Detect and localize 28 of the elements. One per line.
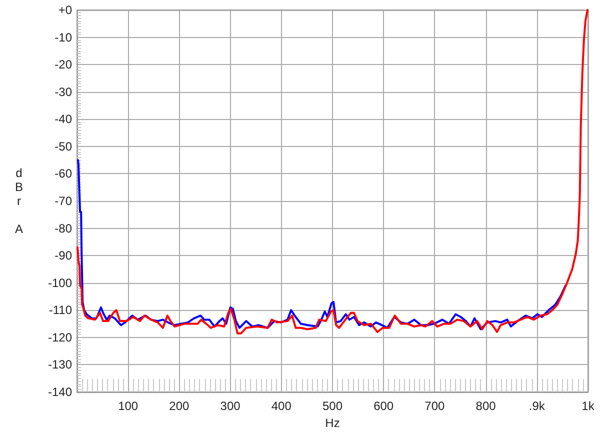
y-tick-label: -140 (48, 385, 72, 399)
y-tick-label: -110 (48, 303, 72, 318)
x-tick-label: 800 (476, 399, 496, 413)
x-tick-label: 100 (118, 399, 138, 413)
y-tick-label: -30 (54, 84, 72, 99)
y-tick-label: -130 (48, 358, 72, 372)
y-tick-label: -20 (54, 58, 72, 72)
y-tick-label: -80 (54, 221, 72, 236)
x-tick-label: .9k (528, 399, 546, 413)
x-axis-title: Hz (325, 416, 340, 430)
x-tick-label: 600 (374, 399, 394, 413)
y-tick-label: -40 (54, 112, 72, 126)
y-tick-label: -50 (54, 139, 72, 154)
x-tick-label: 400 (271, 399, 292, 413)
x-tick-label: 700 (424, 399, 446, 413)
y-axis-title: dBr A (14, 166, 24, 236)
y-tick-label: +0 (58, 3, 72, 17)
y-tick-label: -120 (48, 330, 72, 344)
y-tick-label: -70 (54, 194, 72, 208)
x-tick-label: 1k (582, 399, 596, 413)
x-tick-label: 300 (220, 399, 241, 413)
y-tick-label: -10 (54, 30, 72, 44)
x-tick-label: 500 (322, 399, 343, 413)
y-tick-label: -60 (54, 166, 72, 181)
y-tick-label: -100 (48, 276, 72, 290)
x-tick-label: 200 (169, 399, 190, 413)
line-series (77, 159, 567, 330)
y-tick-label: -90 (54, 248, 72, 263)
